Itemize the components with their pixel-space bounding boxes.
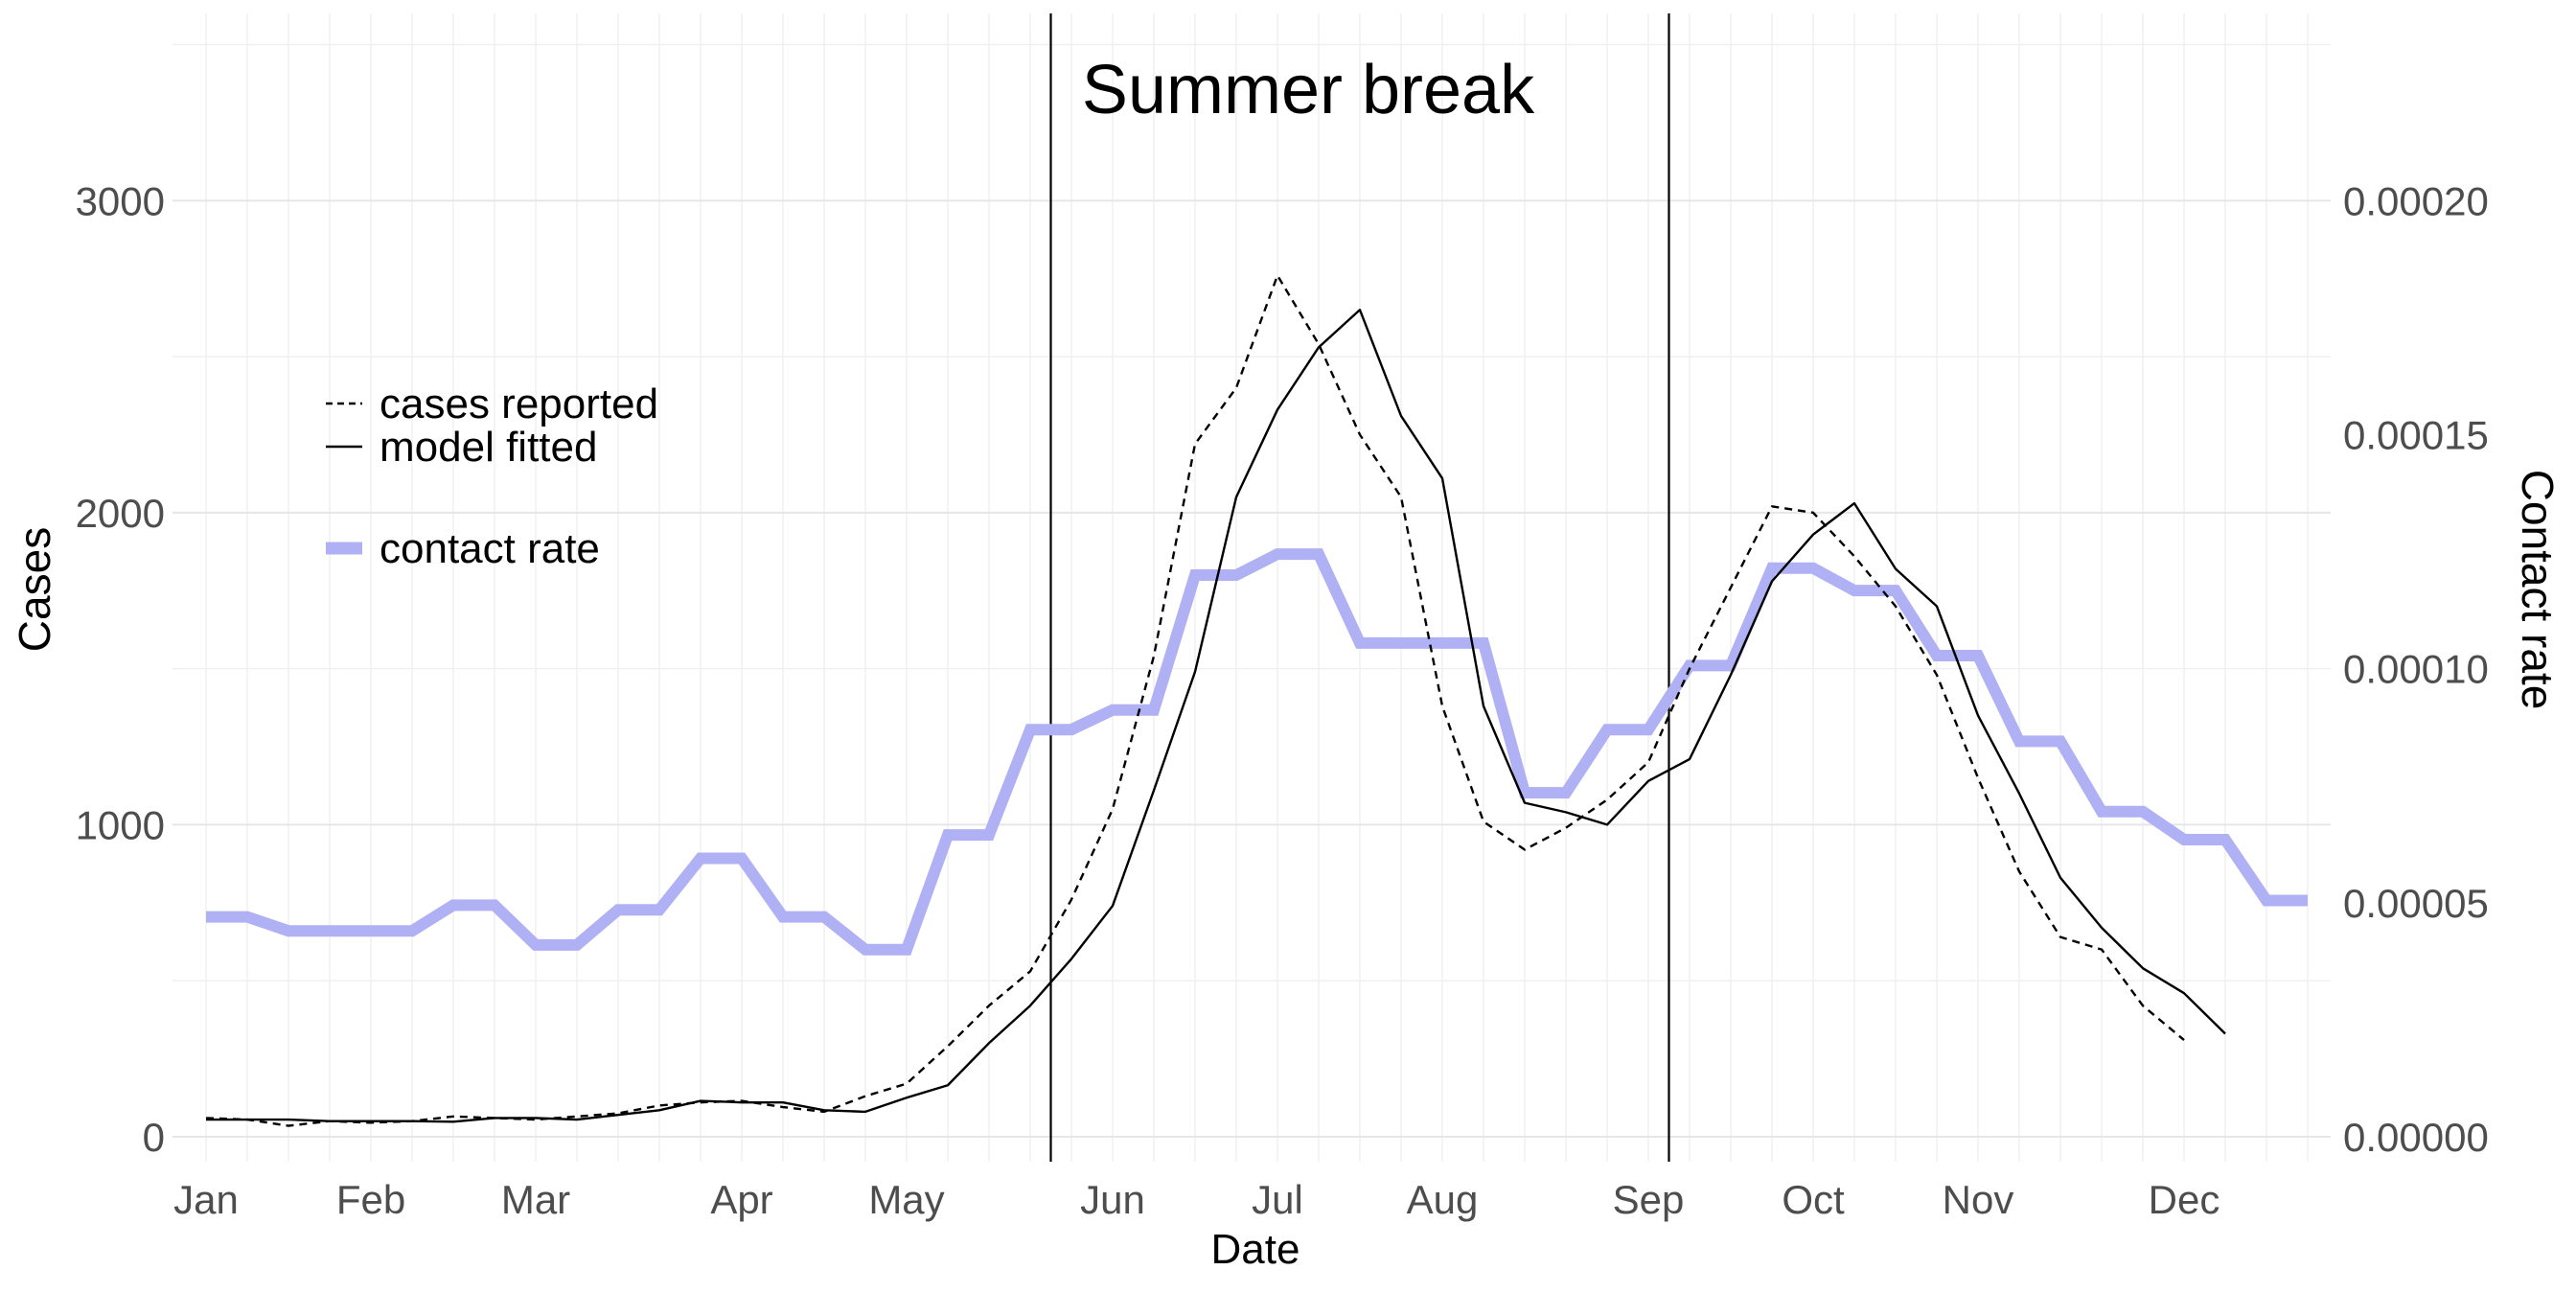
series-line-contact-rate [206, 548, 2308, 956]
x-tick-label: Oct [1782, 1177, 1845, 1222]
x-tick-label: Feb [336, 1177, 405, 1222]
x-axis-title: Date [1211, 1226, 1300, 1273]
y-right-tick-label: 0.00020 [2343, 178, 2489, 223]
legend-label-contact-rate: contact rate [380, 525, 600, 572]
break-lines [1049, 13, 1670, 1162]
x-tick-label: Dec [2149, 1177, 2220, 1222]
y-left-tick-label: 1000 [76, 802, 165, 847]
x-tick-label: Nov [1943, 1177, 2014, 1222]
y-left-tick-label: 2000 [76, 491, 165, 536]
y-axis-right-title: Contact rate [2513, 470, 2563, 710]
x-tick-label: Jun [1080, 1177, 1145, 1222]
x-tick-label: Aug [1407, 1177, 1479, 1222]
chart-title: Summer break [1082, 52, 1535, 128]
series-line-model-fitted [206, 309, 2226, 1123]
axes: Jan Feb Mar Apr May Jun Jul Aug Sep Oct Nov Dec 0 100… [76, 178, 2489, 1222]
legend: cases reported model fitted contact rate [326, 381, 658, 572]
y-left-tick-label: 3000 [76, 178, 165, 223]
y-axis-left-title: Cases [10, 527, 59, 652]
y-left-tick-label: 0 [143, 1115, 165, 1160]
x-tick-label: Jul [1252, 1177, 1303, 1222]
x-tick-label: May [868, 1177, 944, 1222]
y-right-tick-label: 0.00000 [2343, 1115, 2489, 1160]
legend-label-cases-reported: cases reported [380, 381, 658, 427]
cases-layer [205, 274, 2226, 1127]
y-right-tick-label: 0.00005 [2343, 881, 2489, 926]
contact-rate-layer [206, 548, 2308, 956]
x-tick-label: Mar [501, 1177, 570, 1222]
y-right-tick-label: 0.00015 [2343, 413, 2489, 458]
legend-label-model-fitted: model fitted [380, 424, 597, 471]
y-right-tick-label: 0.00010 [2343, 647, 2489, 692]
x-tick-label: Apr [710, 1177, 772, 1222]
x-tick-label: Sep [1613, 1177, 1685, 1222]
x-tick-label: Jan [173, 1177, 239, 1222]
grid [172, 13, 2331, 1162]
